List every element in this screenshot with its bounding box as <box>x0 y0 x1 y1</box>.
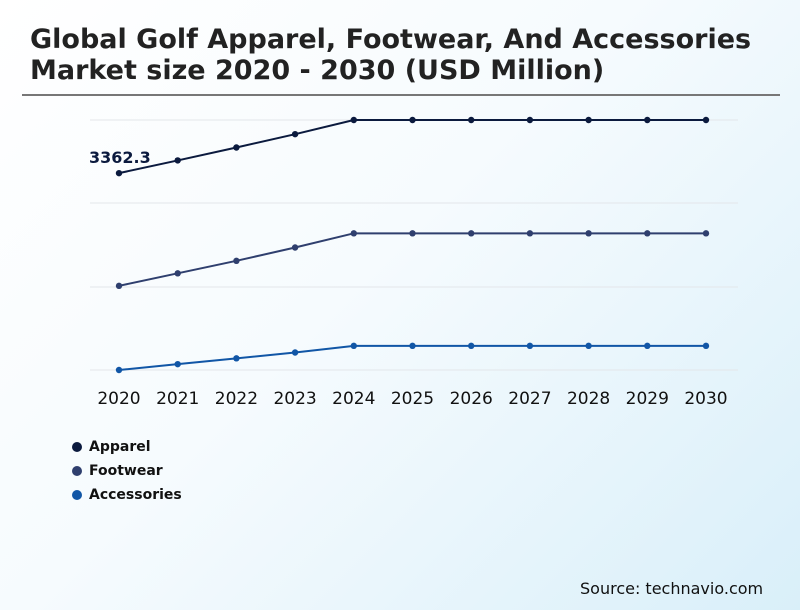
legend-item-footwear: Footwear <box>72 459 182 483</box>
series-line-accessories <box>118 344 706 371</box>
data-point-footwear-2021 <box>174 270 181 277</box>
legend-label: Footwear <box>89 463 163 479</box>
chart-title: Global Golf Apparel, Footwear, And Acces… <box>30 24 752 86</box>
legend-item-apparel: Apparel <box>72 435 182 459</box>
x-tick-label-2022: 2022 <box>215 389 258 409</box>
data-point-apparel-2026 <box>468 116 475 124</box>
data-point-accessories-2023 <box>291 349 299 356</box>
data-point-accessories-2029 <box>644 342 651 350</box>
data-point-footwear-2027 <box>526 230 534 237</box>
legend-item-accessories: Accessories <box>72 483 182 507</box>
data-label-0: 3362.3 <box>89 148 151 167</box>
data-point-accessories-2022 <box>233 355 240 362</box>
title-divider <box>22 94 780 96</box>
data-point-footwear-2025 <box>409 230 416 237</box>
data-point-accessories-2030 <box>702 342 710 350</box>
legend: Apparel Footwear Accessories <box>72 435 182 507</box>
data-point-apparel-2020 <box>115 169 123 177</box>
data-point-footwear-2030 <box>702 230 710 237</box>
data-point-footwear-2028 <box>585 230 592 237</box>
data-point-apparel-2023 <box>291 130 299 138</box>
data-point-apparel-2021 <box>174 157 181 164</box>
x-tick-label-2026: 2026 <box>450 389 493 409</box>
data-point-accessories-2021 <box>174 360 181 368</box>
x-tick-label-2027: 2027 <box>508 389 551 409</box>
data-point-apparel-2025 <box>409 116 416 124</box>
data-point-accessories-2020 <box>115 366 123 374</box>
x-tick-label-2028: 2028 <box>567 389 610 409</box>
x-tick-label-2020: 2020 <box>97 389 140 409</box>
data-point-apparel-2029 <box>644 116 651 124</box>
legend-marker <box>72 490 82 500</box>
x-tick-label-2029: 2029 <box>626 389 669 409</box>
data-point-footwear-2026 <box>468 230 475 237</box>
data-point-footwear-2023 <box>291 244 299 251</box>
data-point-accessories-2025 <box>409 342 416 350</box>
x-tick-label-2030: 2030 <box>684 389 727 409</box>
data-point-accessories-2026 <box>468 342 475 350</box>
legend-label: Apparel <box>89 439 151 455</box>
x-tick-label-2024: 2024 <box>332 389 375 409</box>
x-tick-label-2025: 2025 <box>391 389 434 409</box>
data-point-accessories-2027 <box>526 342 534 350</box>
legend-label: Accessories <box>89 487 182 503</box>
x-tick-label-2021: 2021 <box>156 389 199 409</box>
legend-marker <box>72 466 82 476</box>
data-point-footwear-2029 <box>644 230 651 237</box>
data-point-footwear-2024 <box>350 230 357 237</box>
data-point-apparel-2028 <box>585 116 592 124</box>
series-line-footwear <box>118 232 706 287</box>
data-point-footwear-2020 <box>115 282 123 290</box>
source-note: Source: technavio.com <box>580 579 764 598</box>
data-point-apparel-2024 <box>350 116 357 124</box>
series-line-apparel <box>118 119 706 175</box>
data-point-accessories-2024 <box>350 342 357 350</box>
legend-marker <box>72 442 82 452</box>
data-point-apparel-2022 <box>233 144 240 151</box>
x-tick-label-2023: 2023 <box>273 389 316 409</box>
data-point-apparel-2030 <box>702 116 710 124</box>
data-point-accessories-2028 <box>585 342 592 350</box>
data-point-footwear-2022 <box>233 257 240 265</box>
data-point-apparel-2027 <box>526 116 534 124</box>
